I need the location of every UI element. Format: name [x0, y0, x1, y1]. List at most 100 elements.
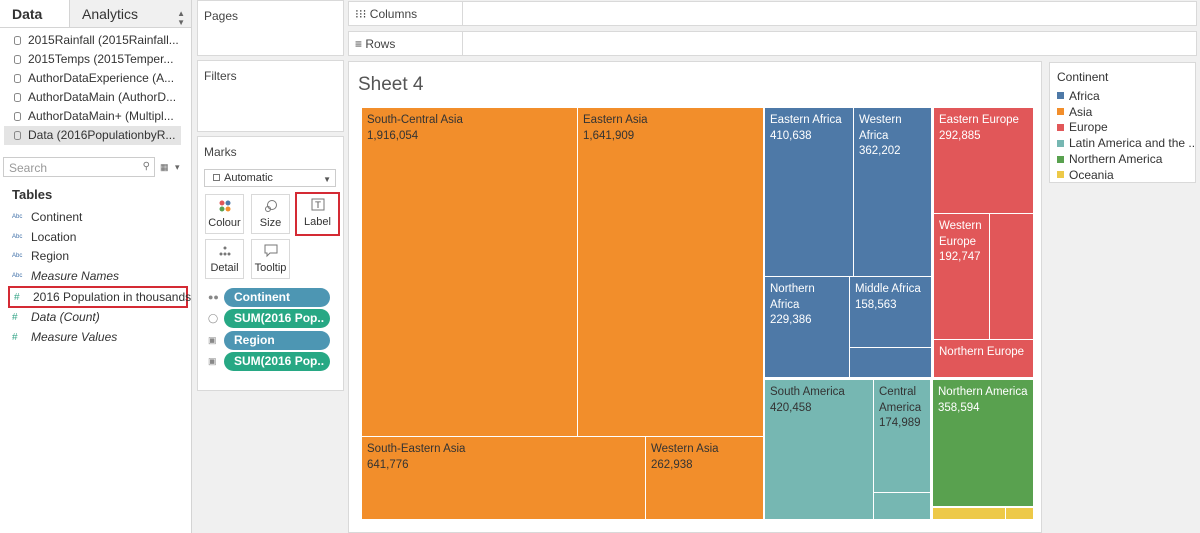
- field-item[interactable]: # Measure Values: [0, 328, 191, 348]
- detail-button[interactable]: Detail: [205, 239, 244, 279]
- tile-name: Northern America: [938, 386, 1028, 398]
- tile-name: Eastern Asia: [583, 114, 648, 126]
- mark-type-icon: [213, 174, 220, 181]
- chevron-down-icon: ▼: [323, 175, 331, 184]
- pages-card[interactable]: Pages: [197, 0, 344, 56]
- colour-label: Colour: [208, 217, 241, 229]
- tile-name: Northern Africa: [770, 283, 815, 311]
- legend-list: Africa Asia Europe Latin America and the…: [1050, 88, 1195, 183]
- tab-analytics[interactable]: Analytics ▲ ▼: [70, 0, 191, 27]
- legend-item[interactable]: Oceania: [1050, 167, 1195, 183]
- treemap-tile[interactable]: South-Central Asia 1,916,054: [361, 107, 578, 437]
- size-label: Size: [259, 217, 282, 229]
- tile-label: Eastern Europe 292,885: [939, 113, 1019, 144]
- region-pill[interactable]: Region: [224, 330, 330, 350]
- treemap-tile[interactable]: [873, 492, 931, 520]
- tile-name: South-Eastern Asia: [367, 443, 466, 455]
- treemap-tile[interactable]: [989, 213, 1034, 340]
- legend-item[interactable]: Africa: [1050, 88, 1195, 104]
- field-label: Measure Names: [31, 268, 120, 283]
- treemap-tile[interactable]: South-Eastern Asia 641,776: [361, 436, 646, 520]
- datasource-label: AuthorDataMain (AuthorD...: [28, 90, 177, 104]
- view-options-icon[interactable]: ▦ ▾: [160, 161, 182, 172]
- treemap-tile[interactable]: [1005, 507, 1034, 520]
- datasource-item[interactable]: 2015Rainfall (2015Rainfall...: [4, 31, 191, 50]
- field-item[interactable]: Abc Location: [0, 228, 191, 248]
- tooltip-icon: [252, 240, 289, 260]
- field-label: Continent: [31, 210, 83, 224]
- tile-label: Middle Africa 158,563: [855, 282, 921, 313]
- legend-item[interactable]: Northern America: [1050, 151, 1195, 167]
- search-icon[interactable]: ⚲: [142, 161, 150, 172]
- treemap-tile[interactable]: [932, 507, 1006, 520]
- treemap-tile[interactable]: Eastern Europe 292,885: [933, 107, 1034, 214]
- treemap-tile[interactable]: Western Asia 262,938: [645, 436, 764, 520]
- treemap-tile[interactable]: Eastern Africa 410,638: [764, 107, 854, 277]
- continent-pill[interactable]: Continent: [224, 287, 330, 307]
- datasource-list: 2015Rainfall (2015Rainfall... 2015Temps …: [0, 28, 191, 149]
- tile-value: 362,202: [859, 145, 901, 157]
- treemap-tile[interactable]: Western Africa 362,202: [853, 107, 932, 277]
- rows-shelf[interactable]: ≡ Rows: [348, 31, 1197, 56]
- datasource-item-selected[interactable]: Data (2016PopulationbyR...: [4, 126, 181, 145]
- field-item[interactable]: Abc Continent: [0, 208, 191, 228]
- treemap-tile[interactable]: Middle Africa 158,563: [849, 276, 932, 348]
- treemap-tile[interactable]: Northern Europe: [933, 339, 1034, 378]
- treemap-tile[interactable]: Eastern Asia 1,641,909: [577, 107, 764, 437]
- tile-name: South America: [770, 386, 845, 398]
- datasource-label: AuthorDataExperience (A...: [28, 71, 175, 85]
- tile-value: 1,916,054: [367, 129, 419, 142]
- tables-heading: Tables: [12, 187, 53, 202]
- field-item-highlighted[interactable]: #2016 Population in thousands: [8, 286, 191, 309]
- treemap-tile[interactable]: Central America 174,989: [873, 379, 931, 493]
- treemap-tile[interactable]: Northern America 358,594: [932, 379, 1034, 507]
- population-size-pill[interactable]: SUM(2016 Pop..: [224, 308, 330, 328]
- treemap-tile[interactable]: Western Europe 192,747: [933, 213, 990, 340]
- tile-name: Western Asia: [651, 443, 719, 455]
- datasource-item[interactable]: AuthorDataMain+ (Multipl...: [4, 107, 191, 126]
- legend-label: Africa: [1069, 88, 1100, 103]
- rows-shelf-label: ≡ Rows: [355, 37, 395, 51]
- tab-data[interactable]: Data: [0, 0, 70, 27]
- search-placeholder: Search: [9, 161, 48, 175]
- filters-card[interactable]: Filters: [197, 60, 344, 132]
- datasource-item[interactable]: AuthorDataMain (AuthorD...: [4, 88, 191, 107]
- tile-value: 158,563: [855, 298, 897, 311]
- label-icon: ▣: [208, 334, 217, 345]
- treemap: South-Central Asia 1,916,054 Eastern Asia…: [361, 107, 1034, 520]
- field-item[interactable]: Abc Measure Names: [0, 267, 191, 287]
- legend-item[interactable]: Europe: [1050, 120, 1195, 136]
- field-item[interactable]: Abc Region: [0, 247, 191, 267]
- tile-value: 229,386: [770, 314, 812, 326]
- tile-value: 292,885: [939, 129, 981, 142]
- colour-button[interactable]: Colour: [205, 194, 244, 234]
- treemap-tile[interactable]: South America 420,458: [764, 379, 874, 520]
- legend-item[interactable]: Asia: [1050, 104, 1195, 120]
- tab-analytics-label: Analytics: [82, 6, 139, 22]
- treemap-tile[interactable]: [849, 347, 932, 378]
- label-icon: T: [297, 194, 338, 214]
- columns-label: Columns: [369, 7, 418, 21]
- tile-label: Eastern Africa 410,638: [770, 113, 842, 144]
- legend-item[interactable]: Latin America and the ..: [1050, 135, 1195, 151]
- columns-shelf[interactable]: ⁝⁝⁝ Columns: [348, 1, 1197, 26]
- tile-label: Eastern Asia 1,641,909: [583, 113, 648, 144]
- population-label-pill[interactable]: SUM(2016 Pop..: [224, 351, 330, 371]
- string-type-icon: Abc: [12, 214, 23, 220]
- tooltip-button[interactable]: Tooltip: [251, 239, 290, 279]
- mark-type-dropdown[interactable]: Automatic ▼: [204, 169, 336, 187]
- field-item[interactable]: # Data (Count): [0, 308, 191, 328]
- size-button[interactable]: Size: [251, 194, 290, 234]
- search-input[interactable]: Search ⚲: [3, 157, 155, 177]
- treemap-tile[interactable]: Northern Africa 229,386: [764, 276, 850, 378]
- datasource-item[interactable]: AuthorDataExperience (A...: [4, 69, 191, 88]
- tile-value: 262,938: [651, 458, 693, 471]
- tile-label: South-Central Asia 1,916,054: [367, 113, 463, 144]
- label-button[interactable]: T Label: [295, 192, 340, 236]
- database-icon: [14, 74, 21, 83]
- tile-value: 174,989: [879, 417, 921, 429]
- datasource-item[interactable]: 2015Temps (2015Temper...: [4, 50, 191, 69]
- tab-menu-icon[interactable]: ▲ ▼: [177, 9, 185, 27]
- search-row: Search ⚲ ▦ ▾: [3, 157, 191, 177]
